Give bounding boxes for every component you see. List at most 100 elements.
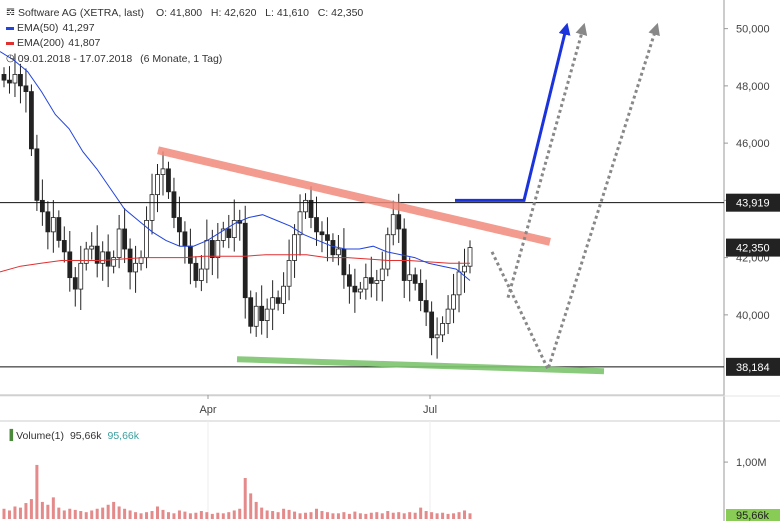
volume-bar: [238, 508, 242, 519]
candle-body: [215, 240, 221, 259]
level-badge-label: 38,184: [736, 362, 770, 374]
volume-bar: [282, 508, 286, 519]
candle-body: [363, 277, 369, 290]
candle-body: [182, 231, 188, 247]
volume-bar: [84, 512, 88, 519]
candle-body: [116, 228, 122, 259]
candle-body: [94, 245, 100, 264]
volume-bar: [150, 511, 154, 519]
volume-bar: [106, 504, 110, 519]
volume-bar: [156, 506, 160, 519]
candle-body: [253, 305, 259, 327]
volume-bar: [145, 512, 149, 519]
clock-icon: ◷: [6, 53, 15, 64]
candle-body: [314, 217, 319, 233]
volume-bar: [265, 510, 269, 519]
volume-bar: [194, 512, 198, 519]
candle-body: [303, 199, 308, 213]
volume-bar: [134, 512, 138, 519]
chart-type-icon[interactable]: 𝌖: [6, 7, 15, 18]
candle-body: [155, 174, 160, 196]
volume-bar: [249, 493, 253, 519]
candle-body: [423, 300, 429, 313]
volume-bar: [79, 511, 83, 519]
volume-bar: [375, 512, 379, 519]
candle-body: [220, 228, 226, 241]
candle-body: [111, 257, 117, 267]
candle-body: [231, 219, 237, 238]
candle-body: [138, 257, 144, 264]
candle-body: [7, 79, 12, 84]
candle-body: [308, 199, 314, 218]
volume-bar: [95, 508, 99, 519]
candle-body: [160, 168, 166, 176]
volume-bar: [309, 512, 313, 519]
candle-body: [50, 217, 56, 233]
ema50-value: 41,297: [62, 22, 95, 34]
candle-body: [89, 245, 95, 250]
volume-bar: [139, 513, 143, 519]
candle-body: [390, 214, 396, 236]
volume-bar: [7, 510, 11, 519]
level-badge-label: 43,919: [736, 198, 770, 210]
candle-body: [166, 168, 171, 193]
candle-body: [467, 247, 473, 267]
y-tick-label: 40,000: [736, 310, 770, 322]
candle-body: [193, 262, 199, 281]
volume-bar: [210, 513, 214, 519]
volume-bar: [336, 513, 340, 519]
candle-body: [462, 265, 467, 273]
volume-bar: [177, 510, 181, 519]
candle-body: [39, 199, 45, 213]
candle-body: [352, 285, 358, 293]
volume-bar: [188, 513, 192, 519]
candle-body: [226, 228, 232, 238]
candle-body: [379, 268, 385, 281]
volume-bar: [314, 508, 318, 519]
candle-body: [368, 277, 374, 284]
candle-body: [23, 85, 29, 92]
bullish-projection-arrow: [455, 22, 571, 202]
candle-body: [445, 308, 451, 324]
volume-bar: [271, 511, 275, 519]
candle-body: [100, 251, 106, 264]
volume-bar: [446, 513, 450, 519]
volume-bar: [358, 513, 362, 519]
annotations: 43,919 38,184 42,350: [0, 22, 780, 376]
ema200-line: [0, 254, 470, 273]
volume-bar: [353, 511, 357, 519]
volume-bar: [172, 513, 176, 519]
candle-body: [122, 228, 128, 250]
volume-bar: [325, 512, 329, 519]
volume-bar: [397, 512, 401, 519]
volume-bar: [117, 506, 121, 519]
candle-body: [341, 248, 347, 276]
candle-body: [209, 240, 215, 259]
volume-bar: [18, 507, 22, 519]
candle-body: [330, 240, 336, 256]
candle-body: [374, 280, 380, 284]
candle-body: [264, 308, 270, 321]
volume-bar: [40, 501, 44, 519]
volume-bar: [419, 507, 423, 519]
volume-bar: [441, 512, 445, 519]
volume-bar: [293, 511, 297, 519]
candle-body: [270, 297, 276, 310]
volume-bar: [183, 511, 187, 519]
ema200-swatch: [6, 41, 14, 45]
volume-bar: [468, 513, 472, 519]
level-badge: [726, 357, 780, 376]
volume-bar: [391, 512, 395, 519]
period-range: 09.01.2018 - 17.07.2018: [17, 53, 133, 65]
ema50-swatch: [6, 26, 14, 30]
volume-bar: [430, 512, 434, 519]
volume-bar: [24, 503, 28, 519]
x-tick-label: Apr: [199, 404, 216, 416]
y-tick-label: 46,000: [736, 138, 770, 150]
volume-bar: [46, 504, 50, 519]
volume-bar: [260, 507, 264, 519]
dotted-projection-arrow: [506, 22, 588, 299]
candle-body: [407, 274, 413, 281]
period-detail: (6 Monate, 1 Tag): [140, 53, 223, 65]
